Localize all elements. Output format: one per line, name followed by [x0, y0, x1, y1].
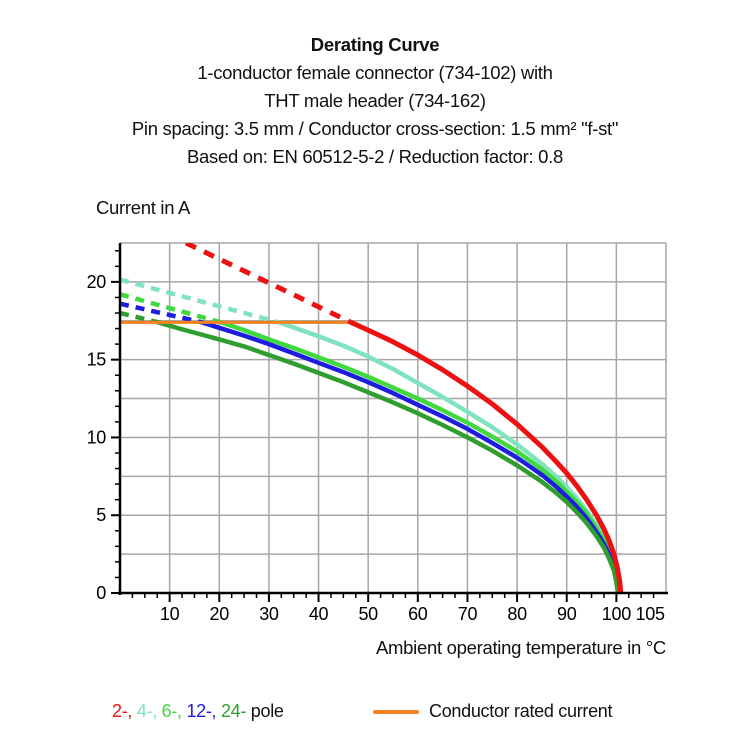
curve-2-pole — [349, 320, 624, 593]
curve-2-pole-dashed — [184, 243, 352, 325]
legend-pole-suffix: pole — [250, 701, 284, 721]
y-tick-label: 5 — [96, 505, 106, 525]
x-tick-label: 50 — [358, 604, 378, 624]
legend-pole-item-4-pole: 4-, — [136, 701, 157, 721]
curve-6-pole-dashed — [120, 292, 222, 325]
derating-chart: 10 20 30 40 50 60 70 80 90 100 105 0 5 10 15 20 — [87, 242, 668, 624]
x-tick-label: 10 — [160, 604, 180, 624]
chart-title-block: Derating Curve 1-conductor female connec… — [0, 31, 750, 171]
y-axis-title: Current in A — [96, 197, 191, 218]
chart-subtitle-standard: Based on: EN 60512-5-2 / Reduction facto… — [187, 146, 563, 167]
chart-title: Derating Curve — [310, 34, 440, 55]
legend-pole-item-6-pole: 6-, — [161, 701, 182, 721]
legend-pole-list: 2-, 4-, 6-, 12-, 24- pole — [112, 701, 284, 722]
y-tick-label: 20 — [87, 272, 107, 292]
x-axis-title: Ambient operating temperature in °C — [376, 637, 666, 658]
x-tick-label: 20 — [210, 604, 230, 624]
curve-24-pole-dashed — [120, 310, 159, 325]
x-tick-label: 40 — [309, 604, 329, 624]
legend-pole-item-2-pole: 2-, — [112, 701, 133, 721]
curve-12-pole-dashed — [120, 301, 203, 325]
x-tick-label: 30 — [259, 604, 279, 624]
curve-6-pole — [220, 320, 622, 593]
chart-subtitle-header: THT male header (734-162) — [264, 90, 486, 111]
curves-group — [120, 243, 624, 593]
x-tick-label: 80 — [507, 604, 527, 624]
chart-subtitle-spacing: Pin spacing: 3.5 mm / Conductor cross-se… — [131, 118, 619, 139]
legend-pole-item-24-pole: 24- — [220, 701, 247, 721]
curve-24-pole — [157, 320, 621, 593]
legend-pole-item-12-pole: 12-, — [186, 701, 217, 721]
x-tick-label: 105 — [636, 604, 665, 624]
y-tick-label: 10 — [87, 427, 107, 447]
curve-12-pole — [201, 320, 621, 593]
y-tick-label: 0 — [96, 583, 106, 603]
curve-4-pole-dashed — [120, 277, 280, 325]
x-tick-label: 90 — [557, 604, 577, 624]
rated-current-line-swatch — [373, 709, 419, 714]
x-tick-label: 60 — [408, 604, 428, 624]
rated-current-label: Conductor rated current — [429, 701, 613, 721]
x-tick-label: 70 — [458, 604, 478, 624]
legend-rated-current: Conductor rated current — [373, 701, 613, 722]
chart-subtitle-connector: 1-conductor female connector (734-102) w… — [197, 62, 553, 83]
x-tick-label: 100 — [602, 604, 631, 624]
y-tick-label: 15 — [87, 350, 107, 370]
